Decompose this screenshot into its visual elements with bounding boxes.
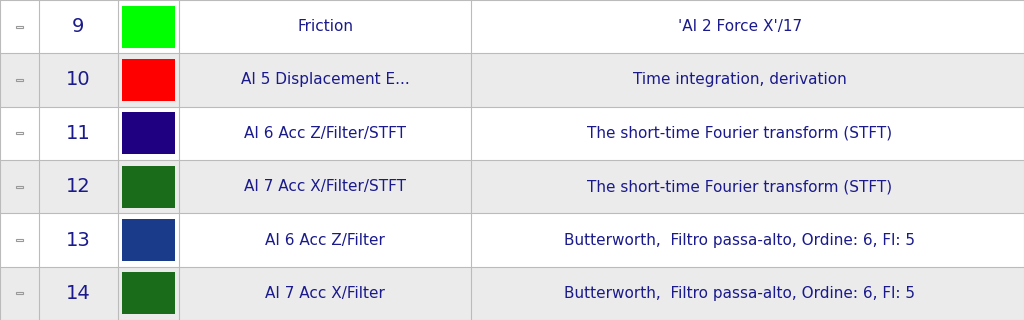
Bar — [122, 272, 175, 314]
Text: 11: 11 — [66, 124, 91, 143]
Text: 14: 14 — [66, 284, 91, 303]
Text: 12: 12 — [66, 177, 91, 196]
Text: 'AI 2 Force X'/17: 'AI 2 Force X'/17 — [678, 19, 802, 34]
Text: Friction: Friction — [297, 19, 353, 34]
Text: The short-time Fourier transform (STFT): The short-time Fourier transform (STFT) — [588, 179, 892, 194]
Bar — [122, 6, 175, 48]
Text: AI 6 Acc Z/Filter/STFT: AI 6 Acc Z/Filter/STFT — [244, 126, 407, 141]
Bar — [122, 59, 175, 101]
Bar — [0, 160, 1024, 213]
Text: AI 7 Acc X/Filter/STFT: AI 7 Acc X/Filter/STFT — [244, 179, 407, 194]
Bar — [0, 107, 1024, 160]
Bar — [0, 267, 1024, 320]
Text: 10: 10 — [66, 70, 91, 90]
Bar — [122, 112, 175, 154]
Text: AI 7 Acc X/Filter: AI 7 Acc X/Filter — [265, 286, 385, 301]
Bar — [16, 79, 23, 81]
Bar — [16, 292, 23, 294]
Bar — [0, 0, 1024, 53]
Text: 13: 13 — [66, 230, 91, 250]
Bar — [122, 166, 175, 208]
Bar — [16, 239, 23, 241]
Bar — [16, 186, 23, 188]
Text: Butterworth,  Filtro passa-alto, Ordine: 6, Fl: 5: Butterworth, Filtro passa-alto, Ordine: … — [564, 233, 915, 247]
Text: Butterworth,  Filtro passa-alto, Ordine: 6, Fl: 5: Butterworth, Filtro passa-alto, Ordine: … — [564, 286, 915, 301]
Bar — [16, 132, 23, 134]
Bar — [16, 26, 23, 28]
Text: 9: 9 — [72, 17, 85, 36]
Bar — [122, 219, 175, 261]
Bar — [0, 213, 1024, 267]
Text: AI 6 Acc Z/Filter: AI 6 Acc Z/Filter — [265, 233, 385, 247]
Text: AI 5 Displacement E...: AI 5 Displacement E... — [241, 73, 410, 87]
Bar — [0, 53, 1024, 107]
Text: Time integration, derivation: Time integration, derivation — [633, 73, 847, 87]
Text: The short-time Fourier transform (STFT): The short-time Fourier transform (STFT) — [588, 126, 892, 141]
